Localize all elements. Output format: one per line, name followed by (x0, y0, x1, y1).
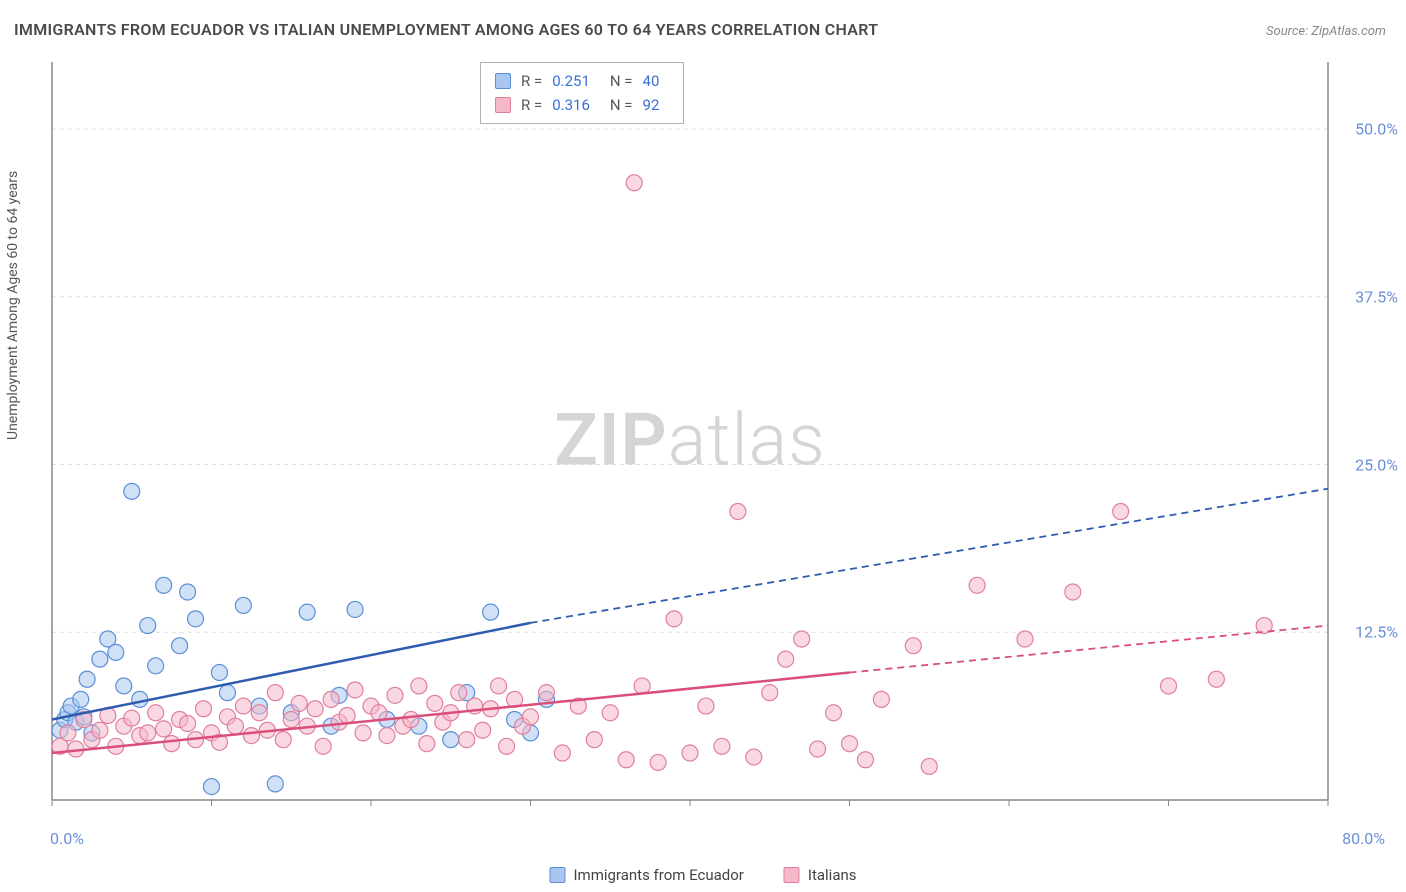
y-tick-label: 12.5% (1355, 623, 1398, 642)
chart-title: IMMIGRANTS FROM ECUADOR VS ITALIAN UNEMP… (14, 20, 878, 39)
stats-row-italians: R = 0.316 N = 92 (495, 93, 669, 117)
source-attribution: Source: ZipAtlas.com (1266, 24, 1386, 39)
legend-swatch-italians-icon (784, 867, 800, 883)
swatch-italians-icon (495, 97, 511, 113)
correlation-stats-box: R = 0.251 N = 40 R = 0.316 N = 92 (480, 62, 684, 124)
legend-item-italians: Italians (784, 866, 857, 884)
legend-item-ecuador: Immigrants from Ecuador (549, 866, 743, 884)
legend-swatch-ecuador-icon (549, 867, 565, 883)
scatter-svg (50, 60, 1330, 820)
x-max-label: 80.0% (1342, 829, 1385, 848)
y-axis-label: Unemployment Among Ages 60 to 64 years (5, 171, 21, 440)
x-origin-label: 0.0% (50, 829, 84, 848)
y-tick-label: 50.0% (1355, 120, 1398, 139)
stats-row-ecuador: R = 0.251 N = 40 (495, 69, 669, 93)
swatch-ecuador-icon (495, 73, 511, 89)
x-axis-legend: Immigrants from Ecuador Italians (549, 866, 856, 884)
y-tick-label: 37.5% (1355, 287, 1398, 306)
chart-plot-area: ZIPatlas R = 0.251 N = 40 R = 0.316 N = … (50, 60, 1330, 820)
y-tick-label: 25.0% (1355, 455, 1398, 474)
